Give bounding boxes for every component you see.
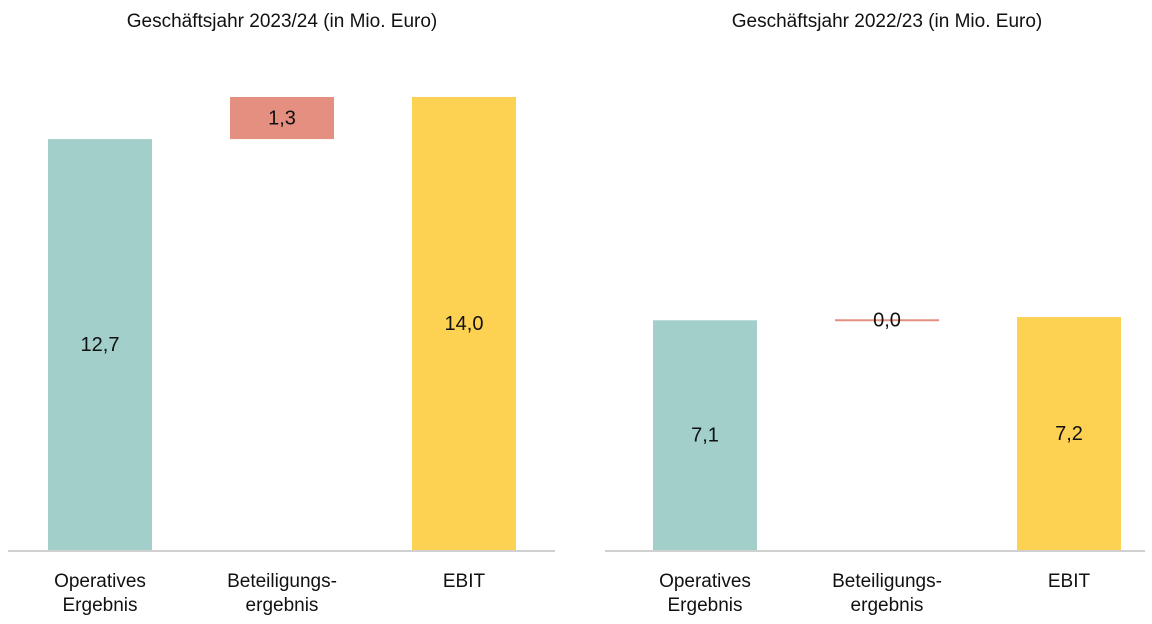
x-tick-label: Operatives Ergebnis <box>659 571 751 616</box>
x-tick-label: Beteiligungs- ergebnis <box>832 571 942 616</box>
x-tick-label: EBIT <box>1047 571 1091 592</box>
bar <box>653 320 757 550</box>
bar <box>230 97 334 140</box>
x-tick-label: EBIT <box>442 571 486 592</box>
chart-title: Geschäftsjahr 2023/24 (in Mio. Euro) <box>127 11 438 32</box>
value-label: 12,7 <box>81 334 120 356</box>
bar <box>48 139 152 551</box>
bar <box>412 97 516 550</box>
value-label: 7,2 <box>1055 423 1083 445</box>
bar <box>1017 317 1121 550</box>
x-tick-label: Beteiligungs- ergebnis <box>227 571 337 616</box>
value-label: 14,0 <box>445 313 484 335</box>
value-label: 0,0 <box>873 310 901 332</box>
value-label: 7,1 <box>691 424 719 446</box>
chart-title: Geschäftsjahr 2022/23 (in Mio. Euro) <box>732 11 1043 32</box>
x-tick-label: Operatives Ergebnis <box>54 571 146 616</box>
value-label: 1,3 <box>268 107 296 129</box>
